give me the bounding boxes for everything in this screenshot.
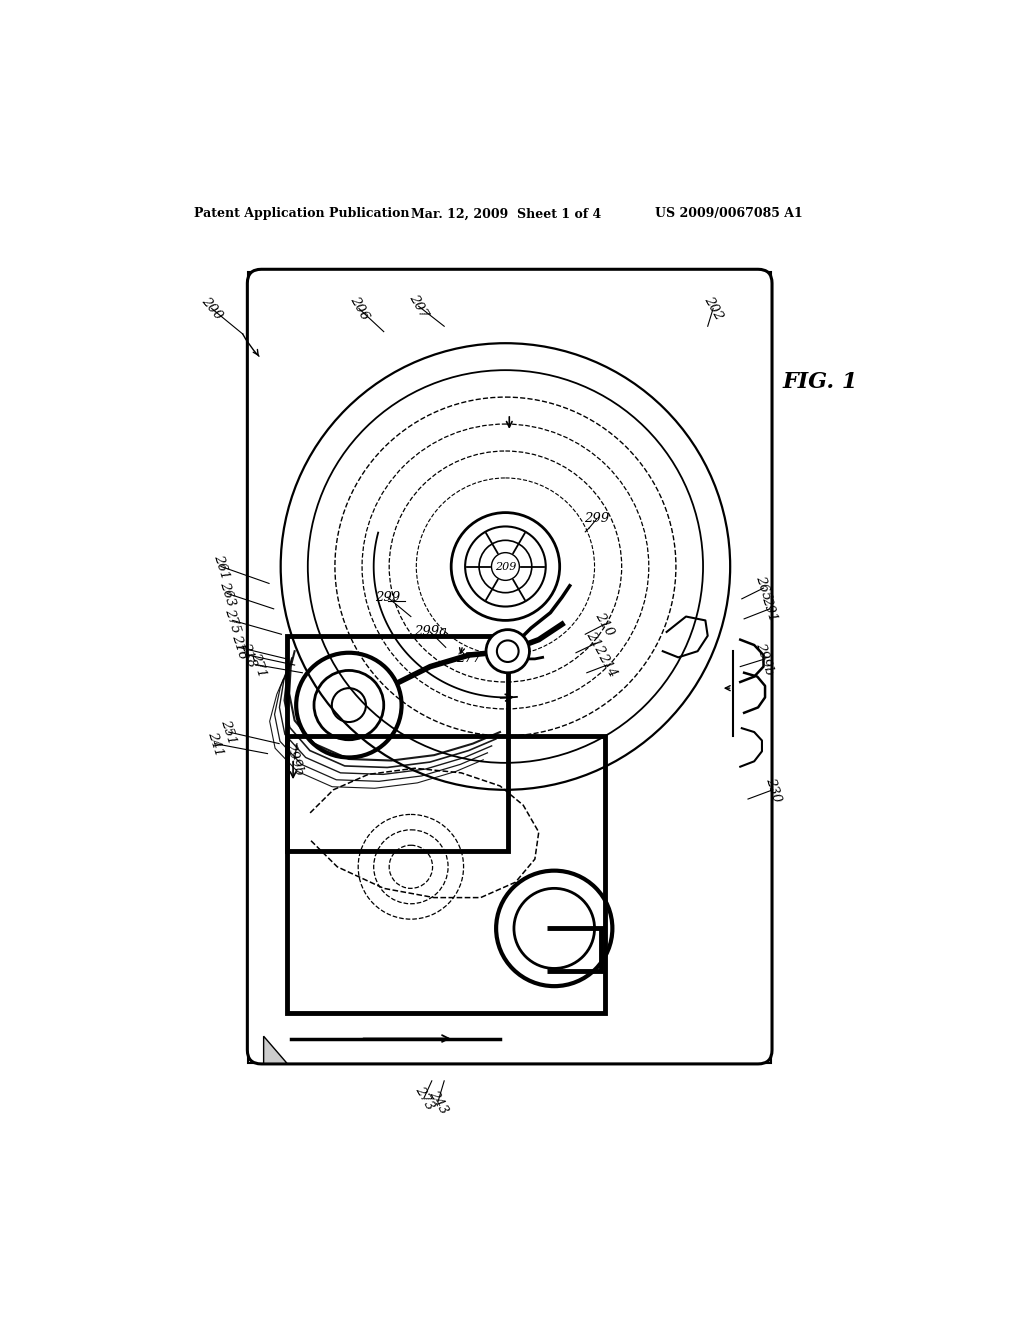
Bar bbox=[287, 737, 604, 1014]
Text: 216: 216 bbox=[228, 634, 249, 661]
Bar bbox=[248, 272, 771, 1063]
Text: 277: 277 bbox=[457, 652, 481, 665]
Polygon shape bbox=[263, 1036, 287, 1063]
Text: 271: 271 bbox=[248, 651, 268, 678]
Text: 265: 265 bbox=[754, 574, 773, 602]
Circle shape bbox=[497, 640, 518, 663]
Text: 202: 202 bbox=[701, 294, 725, 322]
Text: 299b: 299b bbox=[754, 642, 776, 677]
Text: 275: 275 bbox=[222, 606, 243, 635]
Text: FIG. 1: FIG. 1 bbox=[783, 371, 858, 393]
Text: 206: 206 bbox=[347, 294, 371, 322]
Text: 299a: 299a bbox=[414, 626, 446, 639]
Text: 291: 291 bbox=[760, 595, 779, 623]
Text: 200: 200 bbox=[199, 294, 224, 322]
Bar bbox=[287, 636, 508, 851]
Text: 214: 214 bbox=[595, 651, 618, 680]
Text: 251: 251 bbox=[219, 718, 239, 746]
Text: 273: 273 bbox=[412, 1084, 436, 1111]
Text: Patent Application Publication: Patent Application Publication bbox=[194, 207, 410, 220]
Text: 299: 299 bbox=[375, 591, 400, 603]
Text: 241: 241 bbox=[205, 730, 225, 758]
Text: 230: 230 bbox=[763, 776, 783, 804]
Text: 299b: 299b bbox=[284, 741, 306, 777]
Text: 212: 212 bbox=[584, 630, 607, 657]
Text: Mar. 12, 2009  Sheet 1 of 4: Mar. 12, 2009 Sheet 1 of 4 bbox=[411, 207, 601, 220]
Circle shape bbox=[486, 630, 529, 673]
Text: 210: 210 bbox=[593, 610, 616, 639]
Text: 299: 299 bbox=[585, 512, 609, 525]
Text: 243: 243 bbox=[426, 1088, 450, 1115]
Text: 209: 209 bbox=[495, 561, 516, 572]
Text: 218: 218 bbox=[238, 642, 258, 669]
Text: 207: 207 bbox=[407, 292, 430, 321]
Text: US 2009/0067085 A1: US 2009/0067085 A1 bbox=[655, 207, 803, 220]
Text: 261: 261 bbox=[211, 553, 231, 581]
FancyBboxPatch shape bbox=[248, 269, 772, 1064]
Text: 263: 263 bbox=[217, 579, 238, 607]
